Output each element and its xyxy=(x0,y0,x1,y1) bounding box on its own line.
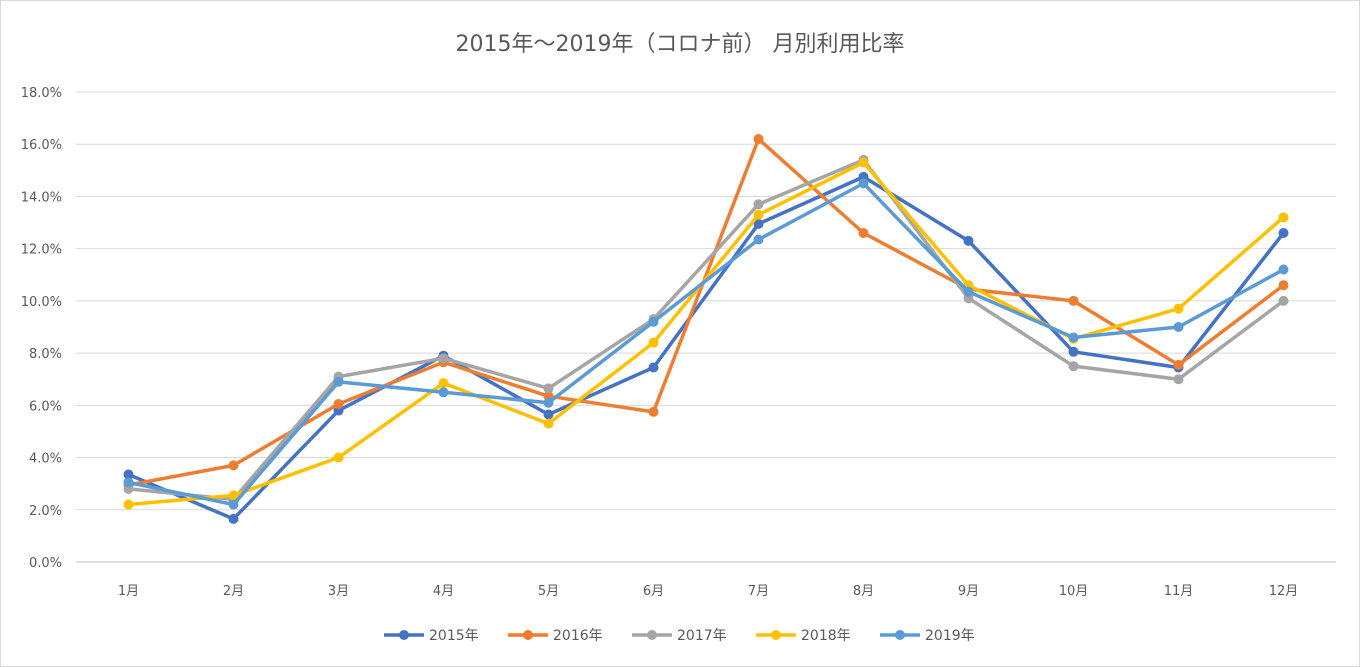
data-point xyxy=(228,513,239,524)
data-point xyxy=(753,218,764,229)
y-axis-ticks: 0.0% 2.0% 4.0% 6.0% 8.0% 10.0% 12.0% 14.0% 16.0%… xyxy=(21,86,62,571)
series-line xyxy=(126,181,1286,507)
series-line xyxy=(126,137,1286,487)
data-point xyxy=(648,316,659,327)
data-point xyxy=(333,399,344,410)
series-lines xyxy=(123,134,1289,524)
x-tick-label: 9月 xyxy=(958,584,979,599)
data-point xyxy=(753,234,764,245)
legend-swatch-marker xyxy=(399,630,409,640)
series-2 xyxy=(123,134,1289,490)
data-point xyxy=(543,397,554,408)
y-tick-label: 14.0% xyxy=(21,190,62,205)
data-point xyxy=(438,387,449,398)
x-axis-ticks: 1月 2月 3月 4月 5月 6月 7月 8月 9月 10月 11月 12月 xyxy=(118,584,1298,599)
series-line xyxy=(126,175,1286,521)
series-5 xyxy=(123,178,1289,510)
data-point xyxy=(753,199,764,210)
y-tick-label: 18.0% xyxy=(21,86,62,101)
data-point xyxy=(1173,359,1184,370)
y-tick-label: 0.0% xyxy=(29,556,62,571)
data-point xyxy=(753,134,764,144)
data-point xyxy=(228,499,239,510)
data-point xyxy=(1278,280,1289,291)
legend-item: 2017年 xyxy=(632,628,727,644)
data-point xyxy=(1068,295,1079,306)
legend-label: 2015年 xyxy=(429,628,479,644)
legend: 2015年 2016年 2017年 2018年 2019年 xyxy=(384,628,975,644)
data-point xyxy=(648,362,659,373)
x-tick-label: 10月 xyxy=(1059,584,1089,599)
chart-title: 2015年～2019年（コロナ前） 月別利用比率 xyxy=(456,32,905,57)
y-tick-label: 2.0% xyxy=(29,504,62,519)
data-point xyxy=(543,418,554,429)
series-line xyxy=(126,158,1286,502)
x-tick-label: 12月 xyxy=(1269,584,1299,599)
data-point xyxy=(1278,212,1289,223)
data-point xyxy=(963,235,974,246)
y-tick-label: 8.0% xyxy=(29,347,62,362)
legend-item: 2018年 xyxy=(756,628,851,644)
y-tick-label: 16.0% xyxy=(21,138,62,153)
data-point xyxy=(648,337,659,348)
x-tick-label: 8月 xyxy=(853,584,874,599)
legend-item: 2019年 xyxy=(880,628,975,644)
data-point xyxy=(963,286,974,297)
data-point xyxy=(1278,295,1289,306)
legend-swatch-marker xyxy=(895,630,905,640)
x-tick-label: 2月 xyxy=(223,584,244,599)
data-point xyxy=(1173,374,1184,385)
gridlines xyxy=(76,91,1336,563)
y-tick-label: 10.0% xyxy=(21,295,62,310)
data-point xyxy=(438,378,449,389)
legend-swatch-marker xyxy=(647,630,657,640)
y-tick-label: 4.0% xyxy=(29,452,62,467)
x-tick-label: 1月 xyxy=(118,584,139,599)
legend-item: 2016年 xyxy=(508,628,603,644)
x-tick-label: 4月 xyxy=(433,584,454,599)
legend-swatch-marker xyxy=(771,630,781,640)
data-point xyxy=(123,477,134,488)
x-tick-label: 6月 xyxy=(643,584,664,599)
data-point xyxy=(1068,346,1079,357)
x-tick-label: 7月 xyxy=(748,584,769,599)
x-tick-label: 3月 xyxy=(328,584,349,599)
data-point xyxy=(228,490,239,501)
data-point xyxy=(1278,228,1289,238)
data-point xyxy=(1173,303,1184,314)
data-point xyxy=(1068,361,1079,372)
data-point xyxy=(333,376,344,387)
data-point xyxy=(858,178,869,189)
data-point xyxy=(753,209,764,220)
data-point xyxy=(228,460,239,471)
data-point xyxy=(858,157,869,168)
y-tick-label: 6.0% xyxy=(29,399,62,414)
data-point xyxy=(438,353,449,364)
x-tick-label: 11月 xyxy=(1164,584,1194,599)
legend-swatch-marker xyxy=(523,630,533,640)
y-tick-label: 12.0% xyxy=(21,243,62,258)
legend-label: 2016年 xyxy=(553,628,603,644)
data-point xyxy=(858,228,869,238)
legend-label: 2017年 xyxy=(677,628,727,644)
data-point xyxy=(648,406,659,417)
x-tick-label: 5月 xyxy=(538,584,559,599)
data-point xyxy=(1173,322,1184,332)
data-point xyxy=(543,409,554,420)
data-point xyxy=(123,499,134,510)
data-point xyxy=(543,383,554,394)
data-point xyxy=(123,469,134,480)
legend-label: 2019年 xyxy=(925,628,975,644)
legend-label: 2018年 xyxy=(801,628,851,644)
series-1 xyxy=(123,171,1289,524)
legend-item: 2015年 xyxy=(384,628,479,644)
data-point xyxy=(1278,264,1289,275)
data-point xyxy=(333,452,344,463)
data-point xyxy=(1068,332,1079,343)
